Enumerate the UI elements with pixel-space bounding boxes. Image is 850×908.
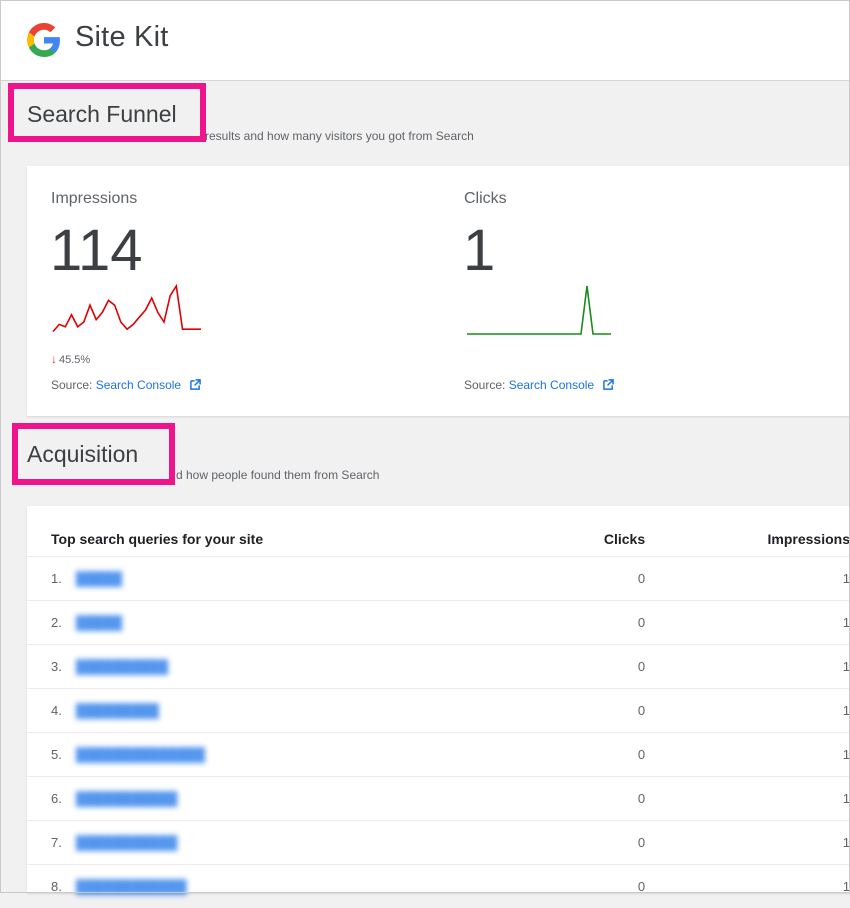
query-cell: 7.███████████	[24, 821, 548, 865]
external-link-icon[interactable]	[190, 379, 201, 390]
clicks-cell: 0	[548, 777, 645, 821]
row-number: 5.	[51, 747, 76, 762]
impressions-cell: 1	[645, 865, 850, 908]
impressions-change: ↓45.5%	[51, 352, 90, 366]
column-header-clicks: Clicks	[548, 522, 645, 557]
clicks-value: 1	[463, 222, 495, 280]
query-link[interactable]: █████	[76, 615, 122, 630]
impressions-cell: 1	[645, 733, 850, 777]
clicks-label: Clicks	[464, 190, 507, 208]
search-funnel-description: results and how many visitors you got fr…	[205, 129, 474, 143]
table-header-row: Top search queries for your site Clicks …	[24, 522, 850, 557]
query-link[interactable]: █████████	[76, 703, 159, 718]
impressions-cell: 1	[645, 821, 850, 865]
app-title: Site Kit	[75, 21, 168, 54]
query-cell: 3.██████████	[24, 645, 548, 689]
impressions-cell: 1	[645, 645, 850, 689]
clicks-cell: 0	[548, 821, 645, 865]
row-number: 4.	[51, 703, 76, 718]
query-cell: 1.█████	[24, 557, 548, 601]
row-number: 3.	[51, 659, 76, 674]
impressions-cell: 1	[645, 601, 850, 645]
clicks-sparkline-line	[467, 286, 611, 334]
source-prefix: Source:	[51, 378, 92, 392]
search-funnel-card: Impressions 114 ↓45.5% Source: Search Co…	[27, 166, 850, 416]
google-g-logo-icon	[27, 23, 61, 57]
impressions-sparkline-line	[53, 286, 201, 332]
clicks-cell: 0	[548, 733, 645, 777]
query-link[interactable]: ███████████	[76, 791, 177, 806]
clicks-cell: 0	[548, 601, 645, 645]
source-prefix: Source:	[464, 378, 505, 392]
query-link[interactable]: ████████████	[76, 879, 187, 894]
impressions-cell: 1	[645, 777, 850, 821]
query-cell: 2.█████	[24, 601, 548, 645]
clicks-cell: 0	[548, 689, 645, 733]
highlight-box-acquisition	[12, 423, 175, 485]
search-console-link[interactable]: Search Console	[96, 378, 181, 392]
impressions-cell: 1	[645, 689, 850, 733]
impressions-value: 114	[50, 222, 142, 280]
header-bar: Site Kit	[1, 1, 849, 81]
impressions-label: Impressions	[51, 190, 137, 208]
external-link-icon[interactable]	[603, 379, 614, 390]
query-cell: 4.█████████	[24, 689, 548, 733]
column-header-impressions: Impressions	[645, 522, 850, 557]
column-header-query: Top search queries for your site	[24, 522, 548, 557]
impressions-source: Source: Search Console	[51, 378, 201, 392]
search-console-link[interactable]: Search Console	[509, 378, 594, 392]
arrow-down-icon: ↓	[51, 352, 57, 366]
highlight-box-search-funnel	[8, 83, 206, 142]
impressions-sparkline	[52, 284, 202, 340]
query-link[interactable]: █████	[76, 571, 122, 586]
query-link[interactable]: ███████████	[76, 835, 177, 850]
row-number: 1.	[51, 571, 76, 586]
row-number: 8.	[51, 879, 76, 894]
acquisition-description: d how people found them from Search	[176, 468, 379, 482]
query-cell: 6.███████████	[24, 777, 548, 821]
impressions-change-value: 45.5%	[59, 354, 90, 366]
clicks-cell: 0	[548, 865, 645, 908]
row-number: 2.	[51, 615, 76, 630]
clicks-cell: 0	[548, 645, 645, 689]
query-link[interactable]: ██████████	[76, 659, 168, 674]
top-queries-table: Top search queries for your site Clicks …	[24, 522, 850, 908]
row-number: 6.	[51, 791, 76, 806]
query-cell: 8.████████████	[24, 865, 548, 908]
query-link[interactable]: ██████████████	[76, 747, 205, 762]
row-number: 7.	[51, 835, 76, 850]
query-cell: 5.██████████████	[24, 733, 548, 777]
impressions-cell: 1	[645, 557, 850, 601]
clicks-source: Source: Search Console	[464, 378, 614, 392]
clicks-cell: 0	[548, 557, 645, 601]
clicks-sparkline	[466, 284, 612, 340]
